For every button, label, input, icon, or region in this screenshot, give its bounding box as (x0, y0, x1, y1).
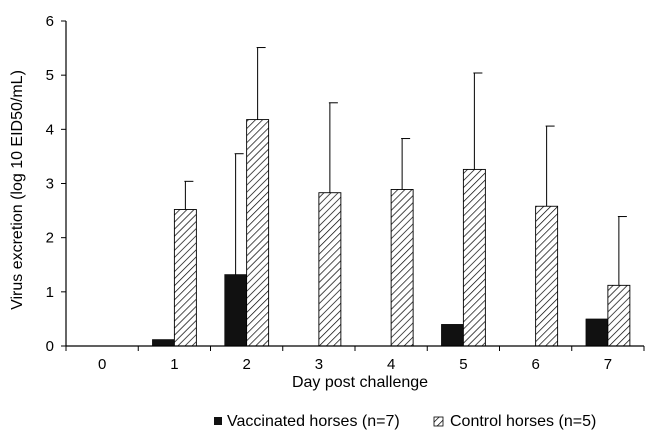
legend: Vaccinated horses (n=7) Control horses (… (214, 413, 596, 430)
y-axis-title: Virus excretion (log 10 EID50/mL) (9, 70, 26, 310)
legend-label-vaccinated: Vaccinated horses (n=7) (227, 413, 400, 430)
y-tick-label: 2 (46, 230, 54, 247)
x-tick-label: 0 (98, 356, 106, 373)
bar-control-day-5 (462, 168, 486, 347)
bar-vaccinated-day-2 (224, 274, 247, 347)
error-bars (184, 47, 627, 286)
bar-control-day-1 (173, 209, 197, 347)
x-tick-label: 7 (604, 356, 612, 373)
x-tick-label: 4 (387, 356, 395, 373)
x-tick-label: 6 (531, 356, 539, 373)
bar-control-day-6 (535, 205, 559, 347)
x-tick-label: 3 (315, 356, 323, 373)
bar-vaccinated-day-7 (585, 318, 609, 347)
legend-label-control: Control horses (n=5) (450, 413, 596, 430)
bar-vaccinated-day-1 (152, 339, 175, 347)
bar-control-day-2 (246, 119, 270, 347)
legend-swatch-control (433, 416, 444, 427)
x-tick-label: 5 (459, 356, 467, 373)
y-tick-label: 0 (46, 338, 54, 355)
y-tick-label: 4 (46, 121, 54, 138)
y-tick-label: 6 (46, 13, 54, 30)
bar-control-day-7 (607, 284, 631, 347)
y-tick-label: 1 (46, 284, 54, 301)
bars (152, 119, 631, 347)
bar-vaccinated-day-5 (441, 324, 464, 347)
x-axis-ticks: 0 1 2 3 4 5 6 7 (65, 346, 645, 373)
bar-control-day-3 (318, 192, 342, 347)
bar-control-day-4 (390, 189, 414, 347)
legend-swatch-vaccinated (214, 417, 222, 425)
x-tick-label: 2 (242, 356, 250, 373)
y-tick-label: 3 (46, 176, 54, 193)
y-axis-ticks: 0 1 2 3 4 5 6 (46, 13, 66, 355)
x-axis-title: Day post challenge (292, 374, 428, 391)
y-tick-label: 5 (46, 67, 54, 84)
x-tick-label: 1 (170, 356, 178, 373)
